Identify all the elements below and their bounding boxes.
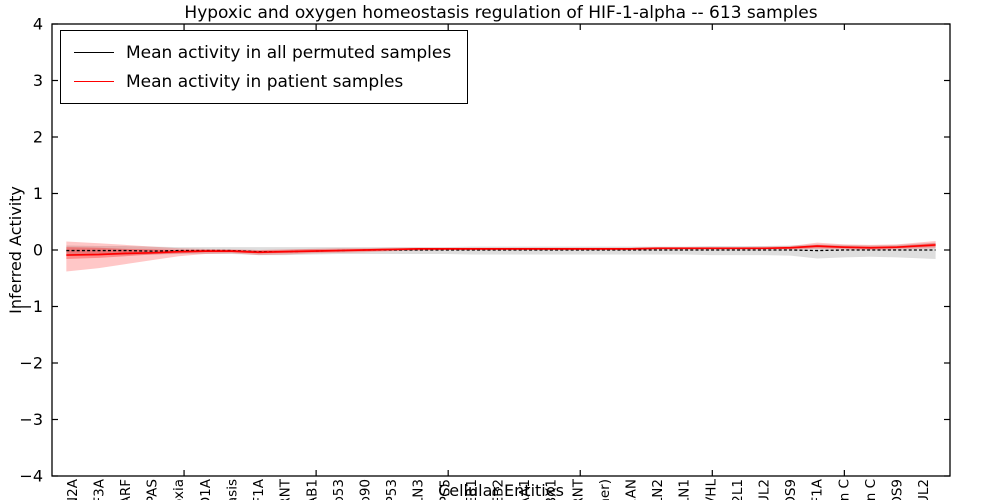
x-category-label: ARNT/IPAS: [145, 479, 161, 500]
legend-label-permuted: Mean activity in all permuted samples: [126, 42, 452, 63]
line-patient-mean: [66, 244, 936, 256]
x-category-label: CDKN2A: [65, 478, 81, 500]
band-permuted-spread: [66, 242, 936, 260]
x-category-label: HIF1A/JAB1: [304, 479, 320, 500]
y-tick-label: 3: [33, 71, 43, 90]
y-tick-label: −3: [19, 410, 43, 429]
x-category-label: response to hypoxia: [171, 479, 187, 500]
x-category-label: TCEB2: [490, 479, 506, 500]
legend-item-patient: Mean activity in patient samples: [74, 67, 451, 96]
legend-item-permuted: Mean activity in all permuted samples: [74, 38, 451, 67]
x-category-label: EGLN2: [650, 479, 666, 500]
y-tick-label: 2: [33, 128, 43, 147]
x-category-label: TP53: [384, 479, 400, 500]
y-tick-label: −1: [19, 297, 43, 316]
y-tick-label: −4: [19, 467, 43, 486]
x-axis-label: Cellular Entities: [438, 481, 564, 500]
x-category-label: ARNT: [570, 478, 586, 500]
x-category-label: TCEB1: [464, 479, 480, 500]
x-category-label: HIF1A/p53: [331, 479, 347, 500]
legend-line-patient-icon: [74, 81, 114, 82]
x-category-label: OS9: [783, 479, 799, 500]
x-category-label: HIF3A: [91, 478, 107, 500]
x-category-label: FIH (dimer): [597, 479, 613, 500]
x-category-label: PHD1-3/OS9: [889, 479, 905, 500]
legend-line-permuted-icon: [74, 52, 114, 53]
x-category-label: COPS5: [437, 479, 453, 500]
x-category-label: ARD1A: [198, 478, 214, 500]
y-tick-label: 1: [33, 184, 43, 203]
x-category-label: GNB2L1: [730, 479, 746, 500]
x-category-label: HIF1A/RACK1/Elongin B/Elongin C: [836, 479, 852, 500]
x-category-label: EGLN1: [677, 479, 693, 500]
legend-label-patient: Mean activity in patient samples: [126, 71, 404, 92]
y-tick-label: −2: [19, 354, 43, 373]
x-category-label: HIF1A/ARNT: [278, 478, 294, 500]
y-tick-label: 4: [33, 15, 43, 34]
chart-title: Hypoxic and oxygen homeostasis regulatio…: [184, 3, 818, 23]
x-category-label: EGLN3: [411, 479, 427, 500]
x-category-label: HIF1A/p19ARF: [118, 479, 134, 500]
legend: Mean activity in all permuted samples Me…: [60, 30, 469, 104]
x-category-label: VHL/Elongin B/Elongin C/RBX1/CUL2/HIF1A: [810, 478, 826, 500]
x-category-label: CUL2: [756, 479, 772, 500]
x-category-label: HIF1A/Hsp90: [357, 479, 373, 500]
x-category-label: RACK1/Elongin B/Elongin C: [863, 479, 879, 500]
x-category-label: RBX1: [544, 479, 560, 500]
x-category-label: HSP90AA1: [517, 479, 533, 500]
x-category-label: oxygen homeostasis: [224, 479, 240, 500]
x-category-label: HIF1AN: [623, 479, 639, 500]
x-category-label: HIF1A: [251, 478, 267, 500]
x-category-label: VHL/Elongin B/Elongin C/RBX1/CUL2: [916, 479, 932, 500]
y-tick-label: 0: [33, 241, 43, 260]
x-category-label: VHL: [703, 479, 719, 500]
